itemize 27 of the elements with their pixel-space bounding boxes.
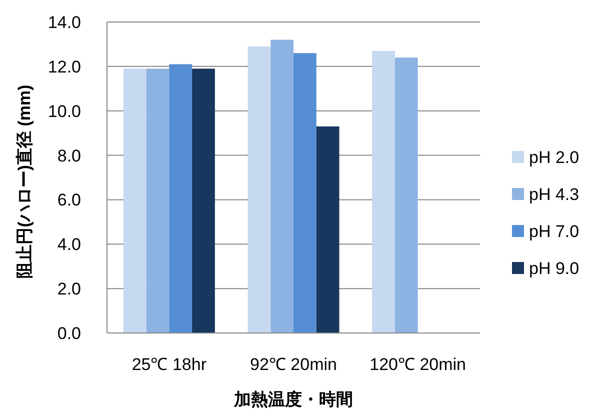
y-tick-label: 12.0 <box>48 57 81 76</box>
bar <box>169 64 192 333</box>
y-tick-label: 0.0 <box>57 324 81 343</box>
y-tick-label: 10.0 <box>48 102 81 121</box>
bar <box>372 50 395 333</box>
bar <box>294 53 316 333</box>
x-tick-label: 92℃ 20min <box>250 355 337 374</box>
y-tick-label: 8.0 <box>57 146 81 166</box>
x-tick-label: 25℃ 18hr <box>132 355 207 374</box>
bar <box>270 40 294 333</box>
x-axis-title: 加熱温度・時間 <box>233 390 353 409</box>
y-tick-label: 6.0 <box>57 190 81 210</box>
legend-label: pH 2.0 <box>529 148 580 167</box>
y-tick-label: 4.0 <box>57 235 81 254</box>
legend-label: pH 9.0 <box>529 259 580 278</box>
bar <box>248 46 271 333</box>
y-tick-label: 14.0 <box>48 13 81 32</box>
legend-label: pH 4.3 <box>529 185 580 204</box>
bar <box>394 58 418 333</box>
bar <box>316 126 340 333</box>
legend-label: pH 7.0 <box>529 222 580 241</box>
bar <box>192 68 215 333</box>
x-tick-label: 120℃ 20min <box>370 355 466 374</box>
y-axis-title: 阻止円(ハロー)直径 (mm) <box>15 84 34 278</box>
bar <box>123 68 146 333</box>
y-tick-label: 2.0 <box>57 280 81 299</box>
bar <box>146 68 170 333</box>
